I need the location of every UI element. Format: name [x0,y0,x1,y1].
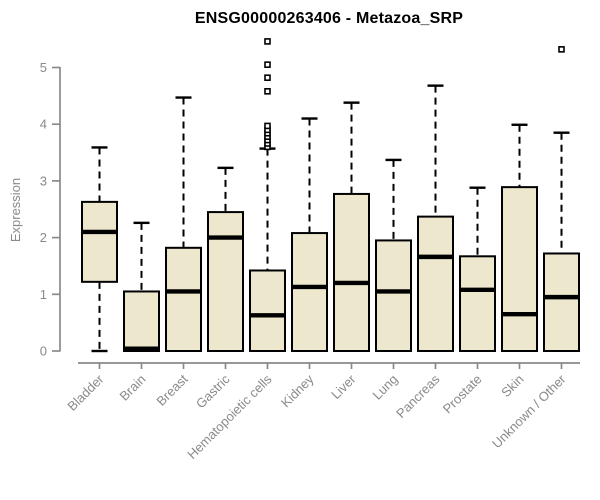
x-tick-label: Liver [328,371,359,402]
y-tick-label: 1 [40,287,47,302]
outlier-point [264,88,271,95]
box [291,232,328,352]
x-tick-label: Prostate [440,372,485,417]
box [81,200,118,283]
box [375,239,412,352]
box [123,290,160,352]
x-tick-label: Brain [117,372,149,404]
box [417,215,454,352]
x-tick-label: Unknown / Other [489,371,569,451]
y-tick-label: 5 [40,60,47,75]
x-tick-label: Kidney [278,371,317,410]
box [333,192,370,352]
x-tick-label: Breast [153,371,190,408]
chart-title: ENSG00000263406 - Metazoa_SRP [194,10,464,27]
y-tick-label: 3 [40,173,47,188]
outlier-point [264,122,271,130]
box [543,252,580,352]
x-tick-label: Bladder [64,371,107,414]
box [165,246,202,352]
x-tick-label: Pancreas [393,371,443,421]
outlier-point [558,46,565,53]
x-tick-label: Gastric [193,371,233,411]
outlier-point [264,74,271,82]
x-tick-label: Skin [498,372,526,400]
outlier-point [264,38,271,45]
box [459,255,496,353]
x-tick-label: Lung [370,372,401,403]
box [249,269,286,352]
y-tick-label: 0 [40,344,47,359]
outlier-point [264,61,271,68]
y-tick-label: 2 [40,230,47,245]
box [207,211,244,352]
y-tick-label: 4 [40,117,47,132]
box [501,186,538,352]
